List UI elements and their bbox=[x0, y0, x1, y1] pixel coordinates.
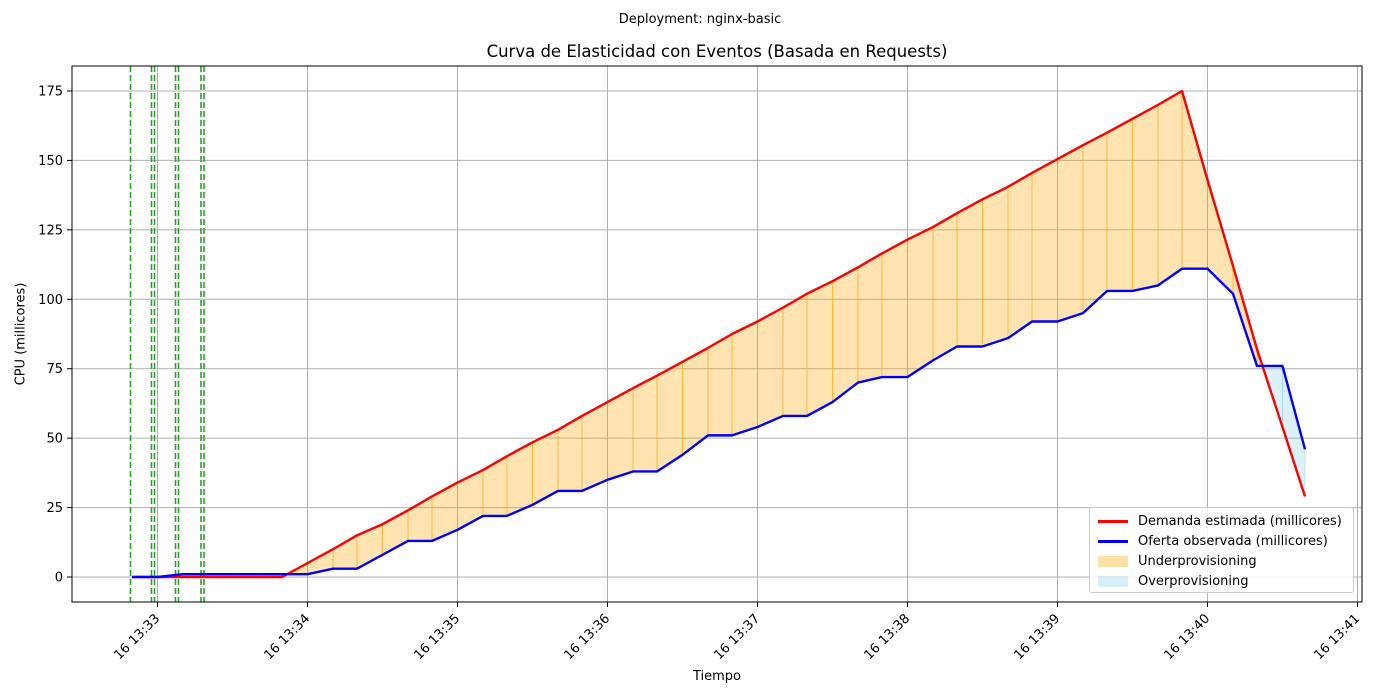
underprovisioning-area bbox=[707, 333, 733, 436]
underprovisioning-area bbox=[731, 320, 758, 437]
x-tick-label: 16 13:41 bbox=[1311, 611, 1363, 663]
x-tick-label: 16 13:37 bbox=[711, 611, 763, 663]
underprovisioning-area bbox=[1031, 158, 1058, 323]
y-tick-label: 50 bbox=[46, 432, 63, 447]
underprovisioning-area bbox=[881, 238, 908, 378]
demand-line bbox=[132, 89, 1307, 579]
event-lines bbox=[129, 66, 205, 602]
underprovisioning-area bbox=[581, 401, 608, 492]
underprovisioning-area bbox=[656, 360, 683, 473]
y-tick-label: 100 bbox=[38, 293, 63, 308]
y-tick-label: 0 bbox=[55, 571, 63, 586]
underprovisioning-area bbox=[757, 306, 784, 428]
legend-item-over: Overprovisioning bbox=[1098, 572, 1249, 590]
chart-title: Curva de Elasticidad con Eventos (Basada… bbox=[486, 42, 948, 61]
legend-label-demand: Demanda estimada (millicores) bbox=[1138, 513, 1342, 529]
legend-item-under: Underprovisioning bbox=[1098, 552, 1257, 570]
underprovisioning-area bbox=[782, 292, 808, 417]
y-tick-label: 150 bbox=[38, 154, 63, 169]
underprovisioning-area bbox=[1082, 131, 1108, 315]
underprovisioning-area bbox=[1106, 117, 1133, 292]
underprovisioning-area bbox=[607, 387, 634, 481]
legend-item-demand: Demanda estimada (millicores) bbox=[1098, 512, 1342, 530]
legend-label-supply: Oferta observada (millicores) bbox=[1138, 533, 1328, 549]
underprovisioning-area bbox=[482, 455, 508, 517]
overprovisioning-area bbox=[1282, 365, 1306, 497]
underprovisioning-area bbox=[982, 186, 1009, 348]
underprovisioning-area bbox=[1157, 90, 1183, 287]
underprovisioning-area bbox=[332, 534, 358, 570]
x-tick-label: 16 13:35 bbox=[411, 611, 463, 663]
supply-line bbox=[132, 267, 1307, 579]
x-tick-label: 16 13:39 bbox=[1011, 611, 1063, 663]
underprovisioning-area bbox=[956, 198, 983, 347]
legend-label-under: Underprovisioning bbox=[1138, 553, 1257, 569]
legend-label-over: Overprovisioning bbox=[1138, 573, 1249, 589]
underprovisioning-area bbox=[832, 266, 859, 404]
legend-swatch-over bbox=[1098, 575, 1128, 587]
y-tick-label: 75 bbox=[46, 362, 63, 377]
x-tick-label: 16 13:33 bbox=[111, 611, 163, 663]
legend-item-supply: Oferta observada (millicores) bbox=[1098, 532, 1328, 550]
x-tick-label: 16 13:40 bbox=[1161, 611, 1213, 663]
x-tick-label: 16 13:38 bbox=[861, 611, 913, 663]
underprovisioning-area bbox=[1057, 144, 1084, 323]
underprovisioning-area bbox=[932, 212, 958, 362]
x-axis-label: Tiempo bbox=[692, 669, 742, 684]
legend-swatch-demand bbox=[1098, 519, 1128, 523]
grid-lines bbox=[72, 66, 1362, 602]
underprovisioning-area bbox=[457, 469, 484, 531]
underprovisioning-area bbox=[806, 280, 833, 417]
underprovisioning-area bbox=[632, 374, 658, 472]
underprovisioning-area bbox=[1132, 104, 1159, 292]
underprovisioning-area bbox=[907, 226, 934, 378]
x-tick-label: 16 13:34 bbox=[261, 611, 313, 663]
legend: Demanda estimada (millicores) Oferta obs… bbox=[1089, 507, 1354, 593]
underprovisioning-area bbox=[1181, 90, 1208, 270]
y-tick-label: 25 bbox=[46, 501, 63, 516]
y-tick-label: 175 bbox=[38, 84, 63, 99]
legend-swatch-supply bbox=[1098, 539, 1128, 543]
provisioning-fills bbox=[157, 90, 1306, 578]
x-tick-label: 16 13:36 bbox=[561, 611, 613, 663]
y-tick-label: 125 bbox=[38, 223, 63, 238]
series-lines bbox=[132, 89, 1307, 579]
plot-frame bbox=[71, 65, 1363, 603]
figure-suptitle: Deployment: nginx-basic bbox=[618, 12, 782, 27]
legend-swatch-under bbox=[1098, 555, 1128, 567]
underprovisioning-area bbox=[857, 252, 883, 384]
underprovisioning-area bbox=[1007, 172, 1033, 340]
